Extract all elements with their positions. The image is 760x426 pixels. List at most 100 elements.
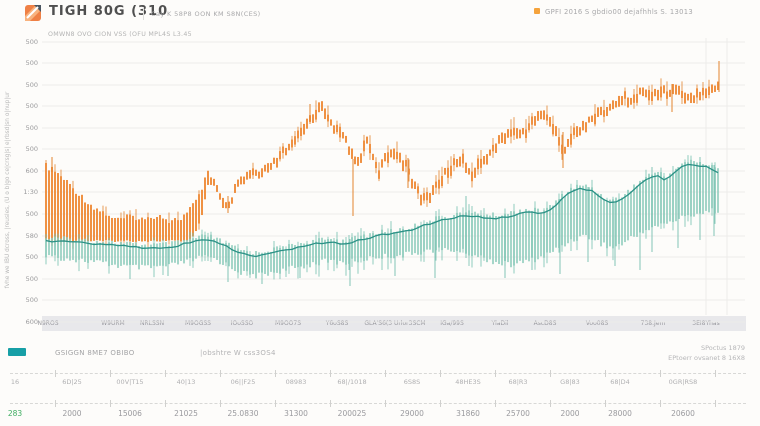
teal-bar xyxy=(210,234,212,258)
y-axis-tick: 500 xyxy=(25,59,38,67)
teal-bar xyxy=(198,235,200,256)
orange-candle xyxy=(201,189,203,216)
orange-candle xyxy=(714,85,716,92)
orange-candle xyxy=(591,115,593,122)
orange-candle xyxy=(255,169,257,176)
orange-candle xyxy=(339,126,341,138)
teal-bar xyxy=(567,191,569,244)
orange-candle xyxy=(393,148,395,160)
orange-candle xyxy=(327,114,329,122)
orange-candle xyxy=(54,171,56,242)
teal-bar xyxy=(408,229,410,252)
header-subtitle: Cay K 58P8 OON KM S8N(CES) xyxy=(151,10,261,18)
teal-bar xyxy=(543,210,545,258)
teal-bar xyxy=(447,218,449,250)
orange-candle xyxy=(456,159,458,168)
teal-bar xyxy=(102,242,104,263)
teal-bar xyxy=(186,239,188,260)
table-cell: 20600 xyxy=(671,409,695,418)
y-axis-tick: 580 xyxy=(25,232,38,240)
orange-candle xyxy=(384,153,386,162)
teal-bar xyxy=(363,234,365,262)
orange-candle xyxy=(378,170,380,179)
orange-candle xyxy=(180,220,182,242)
orange-candle xyxy=(570,133,572,145)
orange-candle xyxy=(291,139,293,148)
orange-candle xyxy=(561,144,563,154)
orange-candle xyxy=(45,163,47,241)
teal-bar xyxy=(375,234,377,259)
orange-candle xyxy=(444,167,446,175)
teal-bar xyxy=(75,240,77,263)
teal-bar xyxy=(429,220,431,250)
orange-candle xyxy=(657,89,659,101)
teal-bar xyxy=(366,237,368,261)
teal-bar xyxy=(348,242,350,264)
teal-bar xyxy=(714,167,716,214)
orange-candle xyxy=(546,114,548,121)
orange-candle xyxy=(288,143,290,151)
teal-bar xyxy=(492,212,494,265)
orange-candle xyxy=(69,183,71,241)
legend-swatch-teal xyxy=(8,348,26,356)
teal-bar xyxy=(507,213,509,263)
orange-candle xyxy=(450,165,452,176)
teal-bar xyxy=(306,243,308,265)
header-divider xyxy=(143,7,144,20)
teal-bar xyxy=(81,239,83,259)
table-divider-tick xyxy=(495,400,496,407)
orange-candle xyxy=(186,212,188,241)
orange-candle xyxy=(126,214,128,241)
teal-bar xyxy=(309,244,311,268)
teal-bar xyxy=(156,243,158,267)
orange-candle xyxy=(513,127,515,136)
table-divider-tick xyxy=(440,400,441,407)
teal-bar xyxy=(537,208,539,260)
orange-candle xyxy=(375,161,377,169)
x-axis-tick: 3EI8Yhas xyxy=(692,320,720,327)
y-axis-tick: 500 xyxy=(25,145,38,153)
table-divider xyxy=(10,403,746,404)
teal-bar xyxy=(312,239,314,263)
orange-candle xyxy=(690,92,692,104)
teal-bar xyxy=(636,185,638,237)
orange-candle xyxy=(234,183,236,193)
teal-bar xyxy=(513,211,515,266)
orange-candle xyxy=(111,217,113,241)
teal-bar xyxy=(579,185,581,237)
teal-bar xyxy=(684,162,686,217)
teal-bar xyxy=(87,240,89,263)
teal-bar xyxy=(498,216,500,265)
table-divider-tick xyxy=(330,370,331,377)
table-cell: 200025 xyxy=(337,409,367,418)
orange-candle xyxy=(390,149,392,158)
teal-bar xyxy=(237,248,239,273)
orange-candle xyxy=(213,178,215,186)
teal-bar xyxy=(411,228,413,255)
teal-bar xyxy=(387,232,389,258)
teal-bar xyxy=(285,248,287,271)
orange-candle xyxy=(267,163,269,173)
orange-candle xyxy=(150,217,152,241)
orange-candle xyxy=(435,181,437,188)
table-divider-tick xyxy=(165,400,166,407)
orange-candle xyxy=(627,97,629,108)
orange-candle xyxy=(675,84,677,95)
teal-bar xyxy=(483,215,485,258)
teal-bar xyxy=(63,236,65,261)
table-cell: 40|13 xyxy=(176,378,196,386)
orange-candle xyxy=(312,114,314,123)
orange-candle xyxy=(108,215,110,241)
x-axis-tick: W9URM xyxy=(101,320,125,327)
orange-candle xyxy=(708,86,710,95)
orange-candle xyxy=(540,110,542,120)
table-divider-tick xyxy=(55,400,56,407)
orange-candle xyxy=(441,175,443,187)
legend-right-line2: EPtoerr ovsanet 8 16X8 xyxy=(668,354,745,362)
orange-candle xyxy=(333,125,335,134)
teal-bar xyxy=(702,164,704,215)
table-cell: 283 xyxy=(7,409,23,418)
teal-bar xyxy=(510,211,512,268)
teal-bar xyxy=(534,207,536,263)
